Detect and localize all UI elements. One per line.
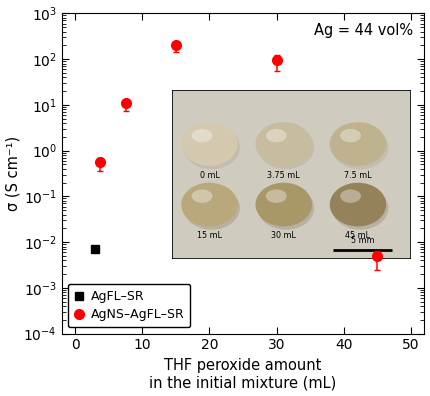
X-axis label: THF peroxide amount
in the initial mixture (mL): THF peroxide amount in the initial mixtu…	[150, 358, 337, 390]
Text: Ag = 44 vol%: Ag = 44 vol%	[314, 23, 414, 38]
Y-axis label: σ (S cm⁻¹): σ (S cm⁻¹)	[6, 136, 21, 211]
Legend: AgFL–SR, AgNS–AgFL–SR: AgFL–SR, AgNS–AgFL–SR	[68, 284, 190, 327]
